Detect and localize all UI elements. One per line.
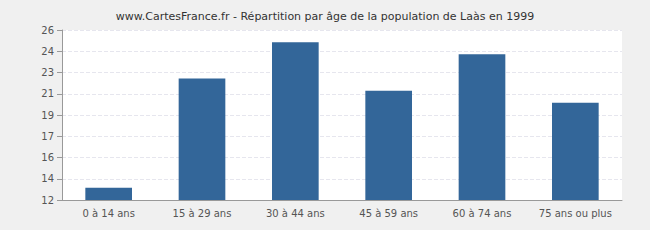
svg-text:0 à 14 ans: 0 à 14 ans xyxy=(82,208,134,219)
svg-text:www.CartesFrance.fr - Répartit: www.CartesFrance.fr - Répartition par âg… xyxy=(116,10,534,23)
svg-text:12: 12 xyxy=(41,195,54,206)
svg-text:24: 24 xyxy=(41,46,54,57)
svg-text:19: 19 xyxy=(41,110,54,121)
svg-text:21: 21 xyxy=(41,88,54,99)
svg-text:26: 26 xyxy=(41,25,54,36)
svg-text:60 à 74 ans: 60 à 74 ans xyxy=(453,208,512,219)
svg-text:16: 16 xyxy=(41,152,54,163)
svg-text:75 ans ou plus: 75 ans ou plus xyxy=(539,208,612,219)
svg-text:15 à 29 ans: 15 à 29 ans xyxy=(173,208,232,219)
svg-text:14: 14 xyxy=(41,173,54,184)
svg-text:45 à 59 ans: 45 à 59 ans xyxy=(359,208,418,219)
svg-text:30 à 44 ans: 30 à 44 ans xyxy=(266,208,325,219)
svg-text:17: 17 xyxy=(41,131,54,142)
svg-text:23: 23 xyxy=(41,67,54,78)
